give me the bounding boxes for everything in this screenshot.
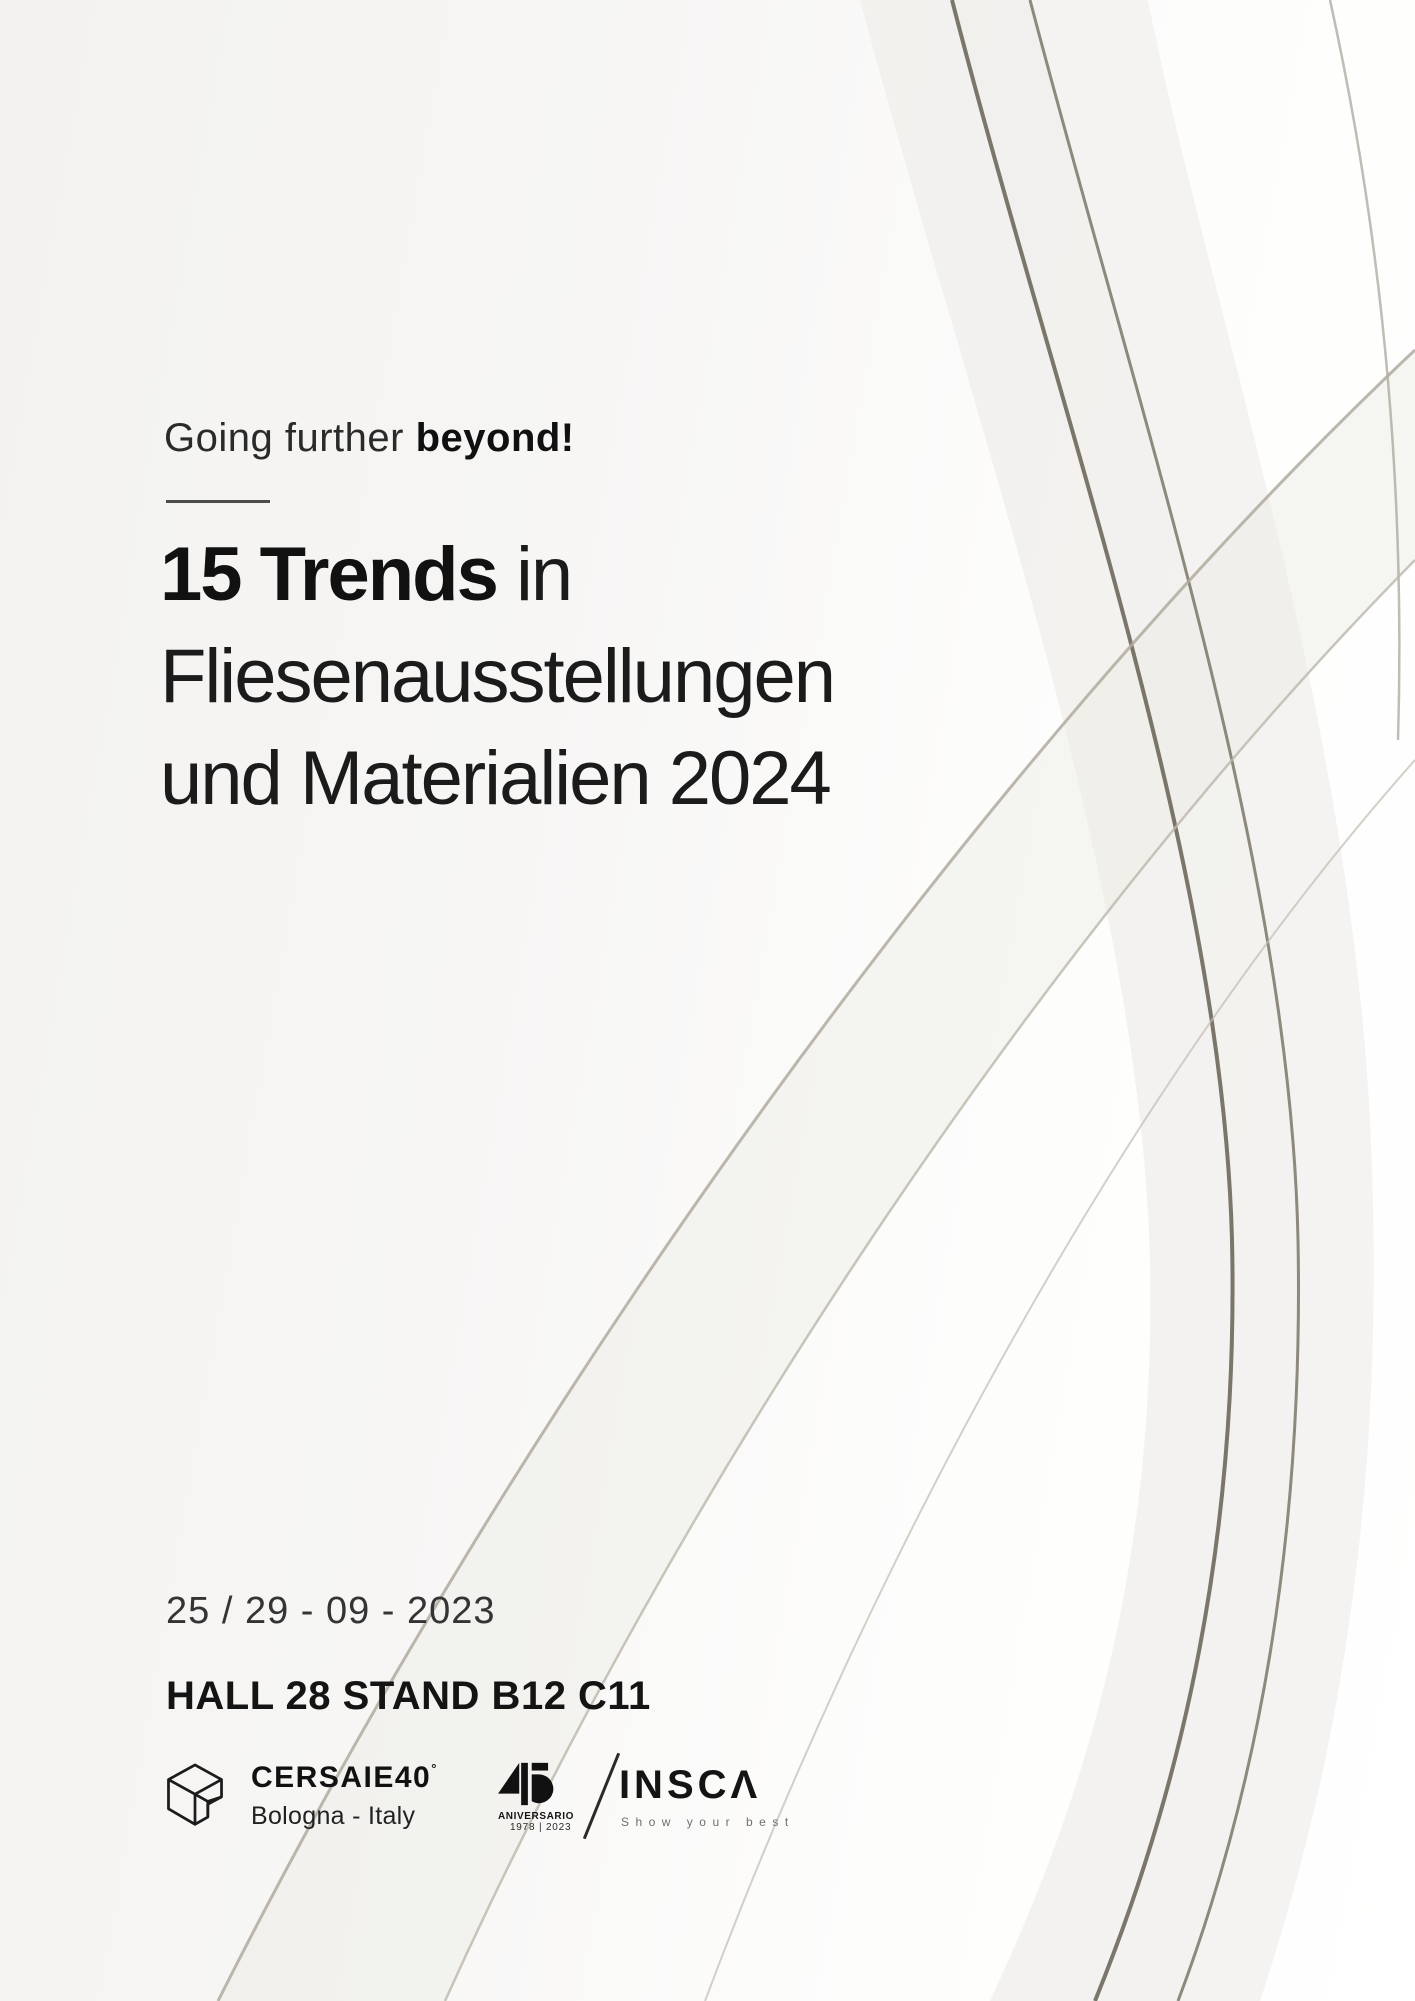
title-line-1-rest: in <box>496 532 573 617</box>
anniversary-45-glyph <box>498 1762 554 1806</box>
ribbon-line-dark-2 <box>1028 0 1300 2001</box>
ribbon-band-cross <box>218 350 1415 2001</box>
cersaie-wordmark: CERSAIE 40 ° <box>251 1761 438 1795</box>
ribbon-band-soft <box>860 0 1233 2001</box>
ribbon-line-light-3 <box>704 759 1415 2001</box>
ribbon-line-light-1 <box>216 348 1415 2001</box>
cersaie-name-text: CERSAIE <box>251 1761 395 1794</box>
tagline: Going further beyond! <box>164 416 575 461</box>
title-line-3: und Materialien 2024 <box>160 736 832 821</box>
title-line-1-bold: 15 Trends <box>160 532 499 617</box>
insca-tagline: Show your best <box>620 1815 795 1829</box>
page-title: 15 Trends in Fliesenausstellungen und Ma… <box>160 524 836 830</box>
cersaie-subtitle: Bologna - Italy <box>251 1802 416 1830</box>
anniversary-label: ANIVERSARIO <box>497 1811 574 1822</box>
tagline-regular: Going further <box>164 416 416 460</box>
ribbon-line-dark-3 <box>1328 0 1401 741</box>
cersaie-degree-mark: ° <box>431 1761 438 1776</box>
title-line-2: Fliesenausstellungen <box>160 634 836 719</box>
event-date: 25 / 29 - 09 - 2023 <box>166 1590 496 1632</box>
ribbon-line-light-2 <box>443 559 1415 2001</box>
anniversary-logo: ANIVERSARIO 1978 | 2023 <box>496 1759 588 1833</box>
hall-stand-location: HALL 28 STAND B12 C11 <box>166 1674 651 1718</box>
cersaie-logo: CERSAIE 40 ° Bologna - Italy <box>163 1759 438 1833</box>
insca-wordmark: INSCΛ <box>618 1763 762 1807</box>
ribbon-line-dark-1 <box>950 0 1235 2001</box>
logo-row: CERSAIE 40 ° Bologna - Italy ANIVERSARIO 1 <box>163 1750 795 1842</box>
cersaie-cube-icon <box>167 1763 223 1826</box>
tagline-bold: beyond! <box>415 416 575 460</box>
ribbon-band-mid <box>952 0 1299 2001</box>
slash-divider <box>582 1752 621 1840</box>
cersaie-text-block: CERSAIE 40 ° Bologna - Italy <box>251 1761 438 1831</box>
cersaie-edition: 40 <box>394 1761 432 1794</box>
ribbon-band-right <box>1030 0 1374 2001</box>
divider-rule <box>166 500 270 503</box>
anniversary-years: 1978 | 2023 <box>509 1822 572 1833</box>
insca-logo: INSCΛ Show your best <box>619 1763 795 1829</box>
title-line-1: 15 Trends in <box>160 524 834 626</box>
